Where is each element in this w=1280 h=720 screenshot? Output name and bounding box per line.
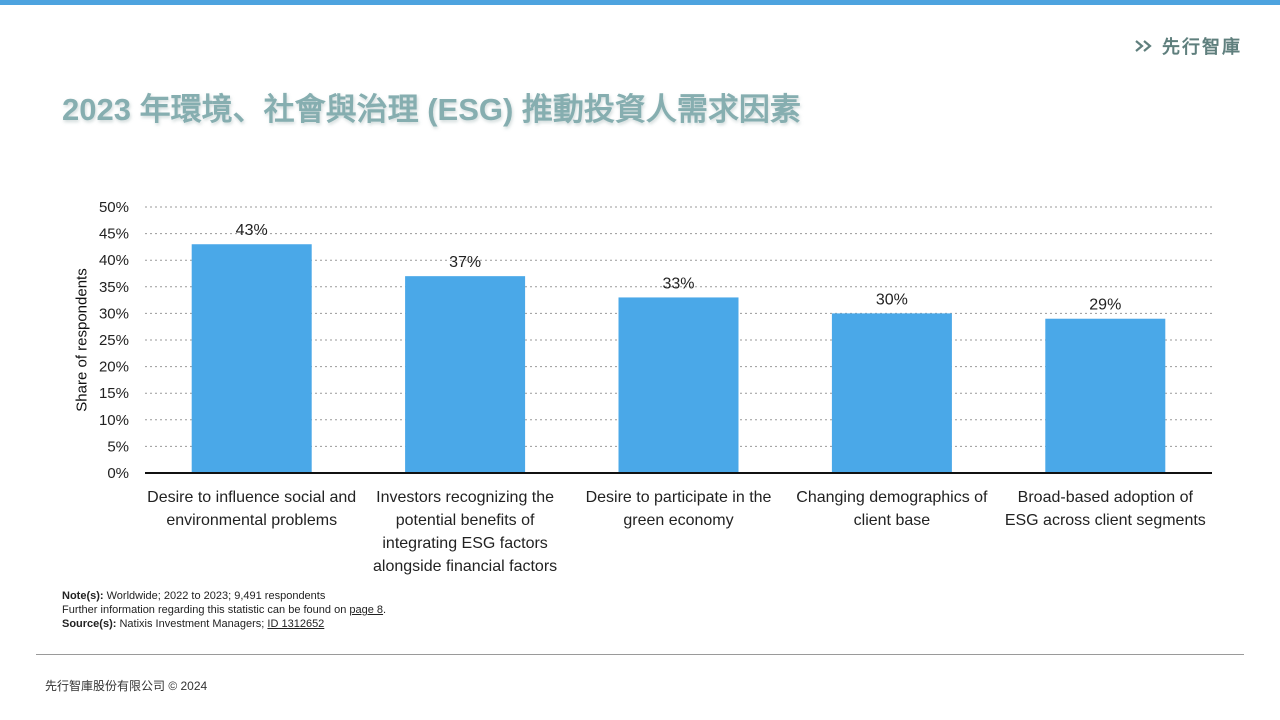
- y-tick-label: 5%: [107, 438, 129, 455]
- further-info-end: .: [383, 604, 387, 616]
- data-label: 29%: [1089, 297, 1121, 314]
- source-label: Source(s):: [62, 618, 117, 630]
- bar: [831, 313, 952, 473]
- y-tick-label: 25%: [99, 332, 129, 349]
- y-tick-label: 20%: [99, 359, 129, 376]
- brand-logo: 先行智庫: [1134, 33, 1242, 59]
- y-tick-label: 35%: [99, 279, 129, 296]
- note-label: Note(s):: [62, 590, 104, 602]
- page-title: 2023 年環境、社會與治理 (ESG) 推動投資人需求因素: [62, 92, 801, 127]
- x-tick-label: Broad-based adoption of ESG across clien…: [1004, 489, 1206, 529]
- y-tick-label: 15%: [99, 385, 129, 402]
- data-label: 37%: [449, 254, 481, 271]
- footer-copyright: 先行智庫股份有限公司 © 2024: [45, 679, 208, 693]
- bar: [191, 244, 312, 473]
- bar: [405, 276, 526, 473]
- statistic-id-link[interactable]: ID 1312652: [267, 618, 325, 630]
- data-label: 43%: [236, 222, 268, 239]
- source-text: Natixis Investment Managers;: [119, 618, 265, 630]
- bar: [618, 297, 739, 473]
- further-info-line: Further information regarding this stati…: [62, 603, 386, 617]
- notes-block: Note(s): Worldwide; 2022 to 2023; 9,491 …: [62, 589, 386, 631]
- y-tick-label: 45%: [99, 226, 129, 243]
- note-text: Worldwide; 2022 to 2023; 9,491 responden…: [106, 590, 326, 602]
- x-tick-label: Desire to participate in the green econo…: [585, 489, 772, 529]
- data-label: 33%: [662, 275, 694, 292]
- y-tick-label: 50%: [99, 199, 129, 216]
- bar-chart: 0% 5% 10% 15% 20% 25% 30% 35% 40% 45% 50% 43% 37% 33%…: [99, 199, 1212, 482]
- further-info-text: Further information regarding this stati…: [62, 604, 347, 616]
- brand-name: 先行智庫: [1162, 37, 1242, 57]
- y-tick-label: 0%: [107, 465, 129, 482]
- page-link[interactable]: page 8: [349, 604, 384, 616]
- x-tick-label: Changing demographics of client base: [796, 489, 988, 529]
- top-accent-bar: [0, 0, 1280, 5]
- note-line: Note(s): Worldwide; 2022 to 2023; 9,491 …: [62, 589, 386, 603]
- y-tick-label: 30%: [99, 305, 129, 322]
- source-line: Source(s): Natixis Investment Managers; …: [62, 617, 386, 631]
- x-tick-label: Desire to influence social and environme…: [147, 489, 357, 529]
- bar: [1045, 318, 1166, 473]
- data-label: 30%: [876, 291, 908, 308]
- x-tick-label: Investors recognizing the potential bene…: [373, 489, 558, 575]
- footer-divider: [36, 654, 1244, 655]
- brand-chevrons-icon: [1135, 40, 1152, 52]
- y-tick-label: 10%: [99, 412, 129, 429]
- y-tick-label: 40%: [99, 252, 129, 269]
